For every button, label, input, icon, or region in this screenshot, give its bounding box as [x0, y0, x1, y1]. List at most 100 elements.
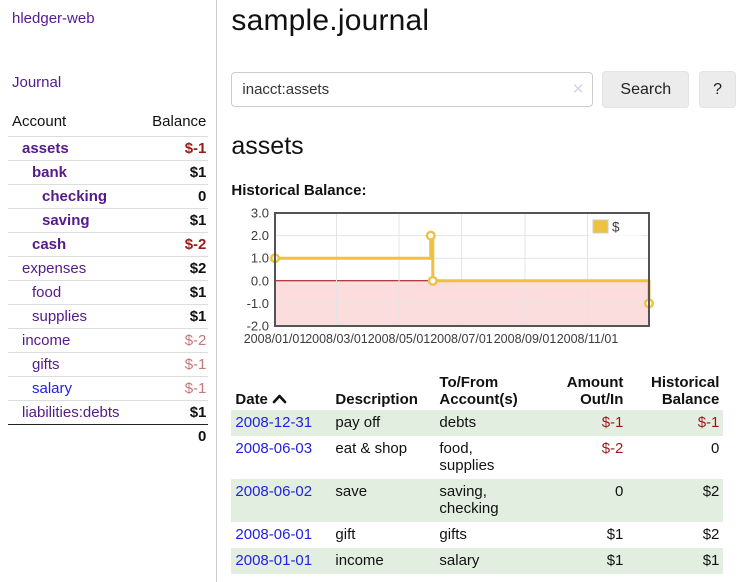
account-balance: $-2 [140, 328, 209, 353]
transaction-description: eat & shop [335, 440, 408, 457]
account-row: saving $1 [8, 208, 209, 233]
account-balance: $1 [140, 400, 209, 425]
transaction-date-link[interactable]: 2008-12-31 [235, 414, 313, 431]
historical-balance-chart: 3.0 2.0 1.0 0.0 -1.0 -2.0 2008/01/01 2008/03/01… [231, 206, 736, 354]
accounts-header-account: Account [12, 113, 67, 130]
account-row: bank $1 [8, 160, 209, 185]
transaction-accounts: food, supplies [439, 440, 495, 474]
account-balance: $1 [140, 280, 209, 305]
transaction-accounts: gifts [439, 526, 467, 543]
svg-text:3.0: 3.0 [251, 206, 269, 221]
svg-text:2.0: 2.0 [251, 228, 269, 243]
register-header-accounts: To/From Account(s) [439, 374, 518, 408]
transaction-accounts: salary [435, 548, 536, 574]
account-link-gifts[interactable]: gifts [32, 356, 60, 373]
transaction-row[interactable]: 2008-01-01 income salary $1 $1 [231, 548, 724, 574]
transaction-balance: 0 [711, 440, 720, 457]
svg-text:1.0: 1.0 [251, 251, 269, 266]
accounts-header-row: Account Balance [8, 109, 208, 137]
transaction-row[interactable]: 2008-06-01 gift gifts $1 $2 [231, 522, 723, 548]
transaction-date-link[interactable]: 2008-01-01 [235, 552, 313, 569]
transaction-balance: $2 [702, 526, 720, 543]
transaction-description: income [331, 548, 436, 574]
account-link-food[interactable]: food [32, 284, 62, 301]
sidebar-item-journal[interactable]: Journal [12, 74, 62, 91]
accounts-total-row: 0 [8, 424, 209, 448]
account-balance: 0 [140, 184, 209, 209]
register-header-row: Date Description To/From Account(s) Amou… [231, 372, 723, 410]
app-title-link[interactable]: hledger-web [12, 10, 95, 27]
account-heading: assets [231, 132, 304, 160]
transaction-date-link[interactable]: 2008-06-03 [235, 440, 313, 457]
transaction-date-link[interactable]: 2008-06-02 [235, 483, 313, 500]
account-link-checking[interactable]: checking [42, 188, 108, 205]
accounts-header-balance: Balance [152, 113, 207, 130]
search-button[interactable]: Search [602, 71, 690, 108]
account-link-bank[interactable]: bank [32, 164, 68, 181]
page-title: sample.journal [231, 4, 430, 37]
transaction-date-link[interactable]: 2008-06-01 [235, 526, 313, 543]
register-header-description[interactable]: Description [335, 391, 418, 408]
account-row: expenses $2 [8, 256, 209, 281]
sidebar: hledger-web Journal Account Balance asse… [0, 0, 218, 582]
transaction-amount: 0 [535, 479, 628, 522]
svg-text:2008/03/01: 2008/03/01 [306, 332, 369, 346]
transaction-description: pay off [331, 410, 436, 436]
transaction-row[interactable]: 2008-12-31 pay off debts $-1 $-1 [231, 410, 724, 436]
transaction-balance: $1 [627, 548, 724, 574]
account-balance: $1 [140, 304, 209, 329]
transaction-accounts: saving, checking [435, 479, 536, 522]
account-balance: $-1 [140, 136, 209, 161]
account-row: salary $-1 [8, 376, 209, 401]
transaction-row[interactable]: 2008-06-02 save saving, checking 0 $2 [231, 479, 724, 522]
accounts-table: Account Balance assets $-1 bank $1 check… [8, 109, 209, 448]
transaction-description: save [331, 479, 436, 522]
transaction-amount: $1 [606, 526, 624, 543]
search-box: ✕ [231, 72, 594, 107]
account-balance: $1 [140, 160, 209, 185]
account-balance: $-1 [140, 376, 209, 401]
account-row: supplies $1 [8, 304, 209, 329]
svg-text:0.0: 0.0 [251, 273, 269, 288]
register-header-amount: Amount Out/In [566, 374, 624, 408]
svg-text:-1.0: -1.0 [247, 296, 269, 311]
help-button[interactable]: ? [699, 71, 736, 108]
account-row: gifts $-1 [8, 352, 209, 377]
clear-search-icon[interactable]: ✕ [571, 81, 585, 98]
chevron-up-icon [272, 391, 287, 408]
account-balance: $-2 [140, 232, 209, 257]
search-form: ✕ Search ? [231, 71, 736, 108]
transaction-row[interactable]: 2008-06-03 eat & shop food, supplies $-2… [231, 436, 723, 479]
account-row: cash $-2 [8, 232, 209, 257]
register-table: Date Description To/From Account(s) Amou… [231, 372, 724, 574]
account-link-cash[interactable]: cash [32, 236, 67, 253]
account-link-liabilities-debts[interactable]: liabilities:debts [22, 404, 120, 421]
account-row: checking 0 [8, 184, 209, 209]
svg-text:2008/07/01: 2008/07/01 [431, 332, 494, 346]
transaction-accounts: debts [435, 410, 536, 436]
account-row: liabilities:debts $1 [8, 400, 209, 425]
balance-chart: 3.0 2.0 1.0 0.0 -1.0 -2.02008/01/012008/03/01… [244, 206, 655, 346]
account-link-salary[interactable]: salary [32, 380, 73, 397]
account-balance: $1 [140, 208, 209, 233]
transaction-description: gift [335, 526, 356, 543]
accounts-total-value: 0 [140, 424, 209, 448]
account-link-expenses[interactable]: expenses [22, 260, 87, 277]
account-link-assets[interactable]: assets [22, 140, 69, 157]
svg-text:2008/01/01: 2008/01/01 [244, 332, 307, 346]
register-header-date[interactable]: Date [231, 372, 331, 410]
transaction-balance: $2 [627, 479, 724, 522]
account-link-income[interactable]: income [22, 332, 71, 349]
register-header-balance: Historical Balance [651, 374, 720, 408]
account-row: food $1 [8, 280, 209, 305]
account-row: assets $-1 [8, 136, 209, 161]
svg-text:2008/05/01: 2008/05/01 [368, 332, 431, 346]
transaction-amount: $-1 [535, 410, 628, 436]
account-link-saving[interactable]: saving [42, 212, 90, 229]
search-input[interactable] [231, 72, 594, 107]
svg-text:-2.0: -2.0 [247, 319, 269, 334]
svg-text:2008/09/01: 2008/09/01 [494, 332, 557, 346]
account-balance: $2 [140, 256, 209, 281]
account-link-supplies[interactable]: supplies [32, 308, 88, 325]
transaction-amount: $-2 [601, 440, 624, 457]
